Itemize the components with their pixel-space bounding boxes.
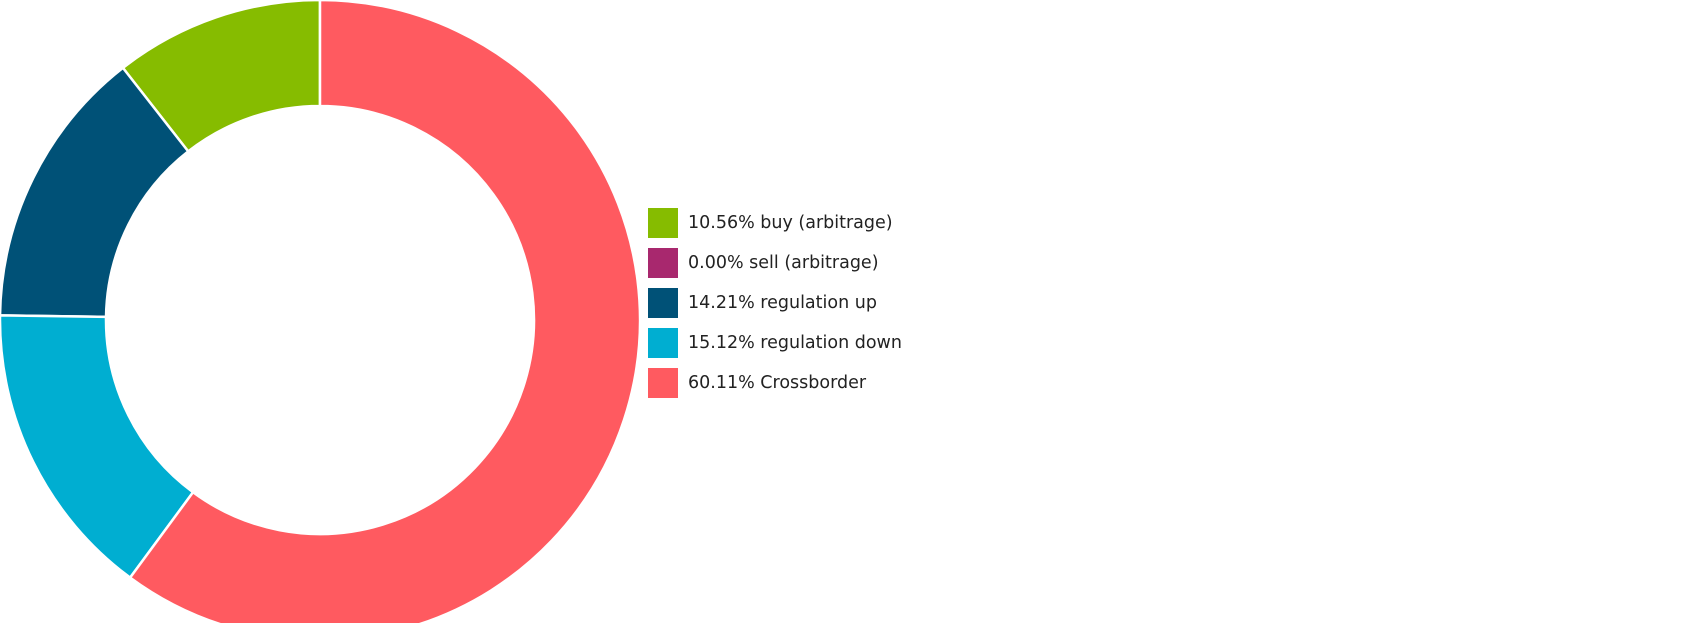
donut-slice-crossborder[interactable] (128, 0, 640, 623)
legend-item-regulation-down[interactable]: 15.12% regulation down (648, 328, 902, 358)
legend-item-crossborder[interactable]: 60.11% Crossborder (648, 368, 902, 398)
legend-item-sell-arbitrage[interactable]: 0.00% sell (arbitrage) (648, 248, 902, 278)
legend-label-regulation-down: 15.12% regulation down (688, 333, 902, 353)
chart-legend: 10.56% buy (arbitrage) 0.00% sell (arbit… (648, 208, 902, 408)
legend-swatch-regulation-up (648, 288, 678, 318)
legend-swatch-sell-arbitrage (648, 248, 678, 278)
donut-chart (0, 0, 640, 623)
legend-label-regulation-up: 14.21% regulation up (688, 293, 877, 313)
legend-swatch-regulation-down (648, 328, 678, 358)
legend-item-buy-arbitrage[interactable]: 10.56% buy (arbitrage) (648, 208, 902, 238)
legend-label-buy-arbitrage: 10.56% buy (arbitrage) (688, 213, 893, 233)
legend-swatch-buy-arbitrage (648, 208, 678, 238)
legend-label-sell-arbitrage: 0.00% sell (arbitrage) (688, 253, 879, 273)
legend-swatch-crossborder (648, 368, 678, 398)
legend-label-crossborder: 60.11% Crossborder (688, 373, 867, 393)
legend-item-regulation-up[interactable]: 14.21% regulation up (648, 288, 902, 318)
